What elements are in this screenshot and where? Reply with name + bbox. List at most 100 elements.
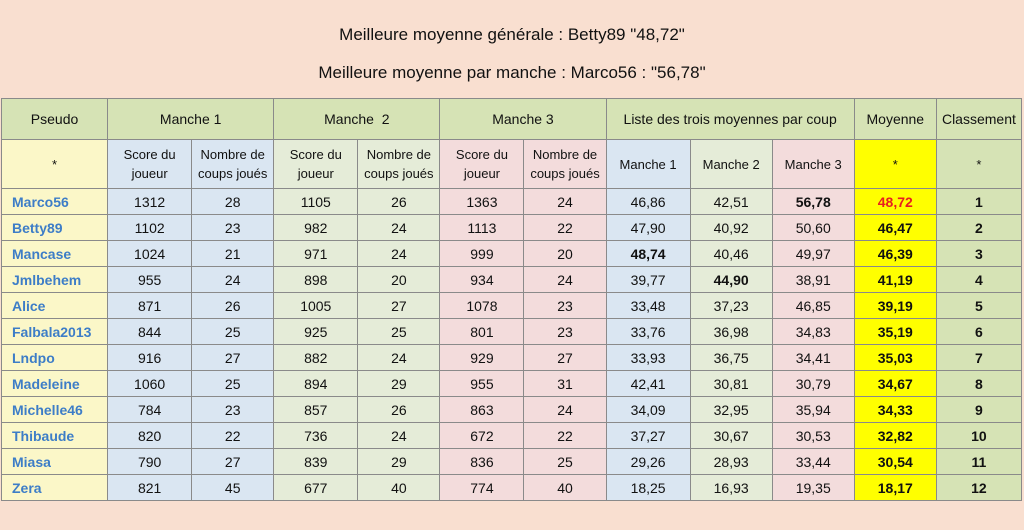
coups-m3-cell: 31 [523,370,607,397]
coups-m1-cell: 26 [191,292,275,319]
pseudo-cell: Lndpo [0,344,109,371]
moyenne-cell: 18,17 [853,474,937,501]
score-m2-cell: 982 [273,214,359,241]
classement-cell: 2 [935,214,1023,241]
subheader-score-line1: Score du [455,147,508,162]
table-row: Michelle46 784 23 857 26 863 24 34,09 32,95 35,94… [0,396,1023,423]
score-m3-cell: 1363 [439,188,525,215]
moyenne-cell: 35,19 [853,318,937,345]
score-m2-cell: 736 [273,422,359,449]
avg-m3-cell: 19,35 [771,474,855,501]
avg-m3-cell: 30,79 [771,370,855,397]
avg-m2-cell: 44,90 [689,266,773,293]
coups-m1-cell: 27 [191,344,275,371]
score-m1-cell: 1102 [107,214,193,241]
score-m1-cell: 1024 [107,240,193,267]
avg-m1-cell: 46,86 [605,188,691,215]
score-m1-cell: 844 [107,318,193,345]
avg-m1-cell: 29,26 [605,448,691,475]
coups-m3-cell: 25 [523,448,607,475]
avg-m1-cell: 18,25 [605,474,691,501]
coups-m3-cell: 22 [523,214,607,241]
ranking-table: Pseudo Manche 1 Manche 2 Manche 3 Liste … [0,98,1023,501]
subheader-score-line2: joueur [463,166,500,181]
classement-cell: 10 [935,422,1023,449]
subheader-coups-m2: Nombre de coups joués [357,139,441,189]
avg-m1-cell: 39,77 [605,266,691,293]
header-row: Pseudo Manche 1 Manche 2 Manche 3 Liste … [0,98,1023,140]
score-m3-cell: 801 [439,318,525,345]
score-m1-cell: 1312 [107,188,193,215]
score-m2-cell: 1005 [273,292,359,319]
score-m1-cell: 1060 [107,370,193,397]
classement-cell: 4 [935,266,1023,293]
score-m3-cell: 672 [439,422,525,449]
subheader-score-line1: Score du [123,147,176,162]
col-header-manche1: Manche 1 [107,98,275,140]
coups-m1-cell: 23 [191,214,275,241]
coups-m1-cell: 28 [191,188,275,215]
classement-cell: 5 [935,292,1023,319]
avg-m1-cell: 34,09 [605,396,691,423]
coups-m3-cell: 40 [523,474,607,501]
avg-m1-cell: 33,93 [605,344,691,371]
subheader-coups-line1: Nombre de [366,147,432,162]
avg-m1-cell: 47,90 [605,214,691,241]
pseudo-cell: Michelle46 [0,396,109,423]
table-row: Marco56 1312 28 1105 26 1363 24 46,86 42,51 56,78… [0,188,1023,215]
pseudo-cell: Alice [0,292,109,319]
coups-m2-cell: 29 [357,370,441,397]
score-m2-cell: 971 [273,240,359,267]
col-header-pseudo: Pseudo [0,98,109,140]
subheader-score-line1: Score du [289,147,342,162]
avg-m2-cell: 36,75 [689,344,773,371]
subheader-score-m3: Score du joueur [439,139,525,189]
coups-m2-cell: 27 [357,292,441,319]
coups-m2-cell: 20 [357,266,441,293]
subheader-score-line2: joueur [297,166,334,181]
subheader-score-m1: Score du joueur [107,139,193,189]
avg-m2-cell: 28,93 [689,448,773,475]
score-m2-cell: 882 [273,344,359,371]
pseudo-cell: Falbala2013 [0,318,109,345]
moyenne-cell: 41,19 [853,266,937,293]
table-row: Miasa 790 27 839 29 836 25 29,26 28,93 33,44 30,54… [0,448,1023,475]
table-row: Falbala2013 844 25 925 25 801 23 33,76 36,98 34,8… [0,318,1023,345]
avg-m3-cell: 38,91 [771,266,855,293]
coups-m1-cell: 21 [191,240,275,267]
classement-cell: 1 [935,188,1023,215]
coups-m3-cell: 24 [523,188,607,215]
classement-cell: 3 [935,240,1023,267]
col-header-manche2: Manche 2 [273,98,441,140]
avg-m1-cell: 33,48 [605,292,691,319]
score-m1-cell: 790 [107,448,193,475]
score-m2-cell: 839 [273,448,359,475]
classement-cell: 6 [935,318,1023,345]
avg-m1-cell: 37,27 [605,422,691,449]
subheader-pseudo-star: * [0,139,109,189]
classement-cell: 12 [935,474,1023,501]
avg-m2-cell: 30,67 [689,422,773,449]
avg-m2-cell: 36,98 [689,318,773,345]
pseudo-cell: Madeleine [0,370,109,397]
score-m3-cell: 999 [439,240,525,267]
avg-m2-cell: 40,46 [689,240,773,267]
classement-cell: 7 [935,344,1023,371]
coups-m2-cell: 24 [357,344,441,371]
subheader-coups-line1: Nombre de [200,147,265,162]
subheader-coups-m3: Nombre de coups joués [523,139,607,189]
pseudo-cell: Betty89 [0,214,109,241]
score-m3-cell: 1113 [439,214,525,241]
avg-m2-cell: 16,93 [689,474,773,501]
subheader-classement-star: * [935,139,1023,189]
avg-m2-cell: 32,95 [689,396,773,423]
score-m3-cell: 934 [439,266,525,293]
avg-m2-cell: 37,23 [689,292,773,319]
moyenne-cell: 46,47 [853,214,937,241]
subheader-coups-line1: Nombre de [532,147,598,162]
avg-m1-cell: 48,74 [605,240,691,267]
subheader-coups-m1: Nombre de coups joués [191,139,275,189]
col-header-manche3: Manche 3 [439,98,607,140]
moyenne-cell: 48,72 [853,188,937,215]
col-header-moyenne: Moyenne [853,98,937,140]
